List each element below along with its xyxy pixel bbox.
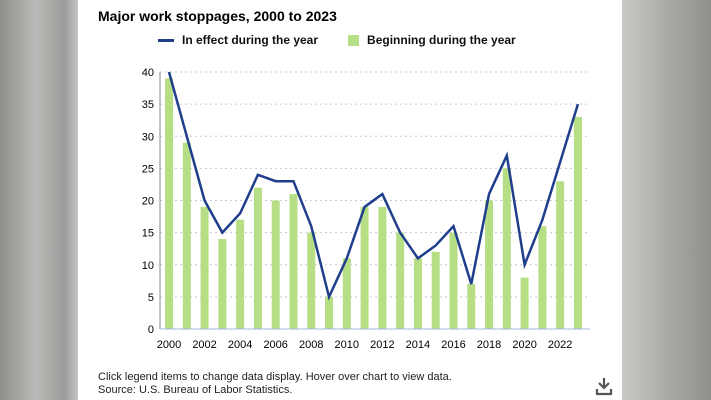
chart-title: Major work stoppages, 2000 to 2023: [98, 8, 337, 24]
bar: [378, 206, 387, 329]
background-right: [622, 0, 711, 400]
bar: [325, 296, 334, 329]
x-tick-label: 2014: [406, 339, 430, 351]
x-tick-label: 2016: [441, 339, 465, 351]
y-tick-label: 30: [142, 131, 154, 143]
x-tick-label: 2002: [192, 339, 216, 351]
legend-label: Beginning during the year: [367, 33, 516, 47]
bar: [413, 258, 422, 329]
bar: [271, 200, 280, 329]
legend-item-beginning[interactable]: Beginning during the year: [348, 33, 516, 47]
line-series: [167, 71, 580, 301]
y-tick-label: 35: [142, 99, 154, 111]
x-tick-label: 2018: [477, 339, 501, 351]
legend-item-in-effect[interactable]: In effect during the year: [158, 33, 318, 47]
x-tick-label: 2000: [157, 339, 181, 351]
bar: [236, 219, 245, 329]
y-tick-label: 40: [142, 67, 154, 79]
bar: [502, 168, 511, 329]
download-button[interactable]: [595, 376, 613, 396]
y-tick-label: 15: [142, 228, 154, 240]
x-tick-label: 2010: [335, 339, 359, 351]
y-tick-label: 10: [142, 260, 154, 272]
source-text: Source: U.S. Bureau of Labor Statistics.: [98, 384, 293, 396]
legend-line-swatch: [158, 38, 174, 42]
chart-footer: Click legend items to change data displa…: [98, 371, 452, 397]
instructions-text: Click legend items to change data displa…: [98, 371, 452, 383]
x-tick-label: 2022: [548, 339, 572, 351]
x-tick-label: 2004: [228, 339, 252, 351]
bar: [573, 116, 582, 329]
bar: [449, 232, 458, 329]
legend-bar-swatch: [348, 34, 360, 46]
bar: [485, 200, 494, 329]
bar: [307, 232, 316, 329]
y-tick-label: 5: [148, 292, 154, 304]
x-tick-label: 2008: [299, 339, 323, 351]
bar: [360, 206, 369, 329]
y-tick-label: 25: [142, 163, 154, 175]
bar: [200, 206, 209, 329]
bar: [520, 277, 529, 329]
x-tick-label: 2012: [370, 339, 394, 351]
y-tick-label: 20: [142, 196, 154, 208]
chart-panel: Major work stoppages, 2000 to 2023 In ef…: [78, 0, 622, 400]
bar: [289, 194, 298, 329]
bar: [253, 187, 262, 329]
bar: [431, 251, 440, 329]
bar: [182, 142, 191, 329]
chart-plot[interactable]: 0 5 10 15 20 25 30 35 40 2000 2002 2004 2006 2008 2010…: [78, 0, 622, 370]
download-icon: [595, 378, 613, 396]
y-tick-label: 0: [148, 324, 154, 336]
x-tick-label: 2006: [263, 339, 287, 351]
bar: [342, 258, 351, 329]
legend: In effect during the year Beginning duri…: [158, 33, 516, 47]
bar: [396, 232, 405, 329]
bar: [467, 284, 476, 329]
legend-label: In effect during the year: [182, 33, 319, 47]
bar: [218, 239, 227, 329]
bar: [165, 78, 173, 329]
bar: [556, 181, 565, 329]
bar: [538, 226, 547, 329]
x-tick-label: 2020: [512, 339, 536, 351]
